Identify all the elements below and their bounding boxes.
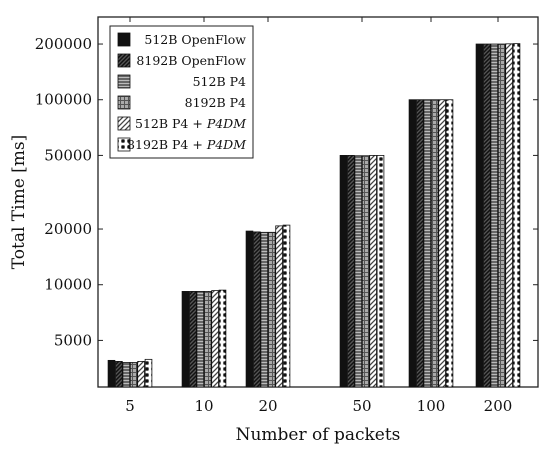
legend-swatch-6 xyxy=(117,137,131,152)
bar-100-series-2 xyxy=(416,99,424,388)
bar-200-series-6 xyxy=(512,43,521,388)
bar-20-series-1 xyxy=(245,230,254,388)
bar-100-series-4 xyxy=(430,99,439,388)
bar-5-series-2 xyxy=(115,361,123,388)
bar-20-series-2 xyxy=(253,231,261,388)
bar-50-series-6 xyxy=(376,155,385,388)
x-axis-label: Number of packets xyxy=(236,425,401,445)
bar-10-series-3 xyxy=(196,291,205,388)
bar-200-series-3 xyxy=(490,43,499,388)
legend-label-5: 512B P4 + P4DM xyxy=(135,116,247,131)
legend-swatch-4 xyxy=(117,95,131,110)
legend-label-4: 8192B P4 xyxy=(185,95,246,110)
x-tick-label: 100 xyxy=(417,397,446,415)
legend-label-3: 512B P4 xyxy=(193,74,246,89)
x-tick-label: 5 xyxy=(125,397,135,415)
legend-label-1: 512B OpenFlow xyxy=(144,32,246,47)
y-tick-label: 5000 xyxy=(54,331,92,349)
bar-100-series-5 xyxy=(438,99,446,388)
bar-100-series-6 xyxy=(445,99,454,388)
bar-200-series-2 xyxy=(483,43,491,388)
bar-5-series-3 xyxy=(122,362,131,388)
bar-20-series-5 xyxy=(275,225,283,388)
bar-5-series-4 xyxy=(129,362,138,388)
y-axis: 5000 10000 20000 50000 100000 200000 xyxy=(35,35,538,349)
x-tick-label: 10 xyxy=(194,397,213,415)
bar-5-series-5 xyxy=(137,361,145,388)
bar-200-series-1 xyxy=(475,43,484,388)
bar-10-series-5 xyxy=(211,290,219,388)
y-tick-label: 10000 xyxy=(44,276,92,294)
bar-20-series-4 xyxy=(267,231,276,388)
y-axis-label: Total Time [ms] xyxy=(9,135,29,270)
bar-200-series-4 xyxy=(497,43,506,388)
bar-10-series-4 xyxy=(203,291,212,388)
bar-10-series-2 xyxy=(189,291,197,388)
y-tick-label: 20000 xyxy=(44,220,92,238)
y-tick-label: 100000 xyxy=(35,91,92,109)
bar-100-series-3 xyxy=(423,99,432,388)
bars-layer xyxy=(107,43,521,388)
bar-50-series-2 xyxy=(347,155,355,388)
bar-10-series-6 xyxy=(218,289,227,388)
x-tick-label: 200 xyxy=(484,397,513,415)
bar-50-series-3 xyxy=(354,155,363,388)
legend-label-6: 8192B P4 + P4DM xyxy=(127,137,247,152)
x-axis: 5 10 20 50 100 200 xyxy=(125,17,512,415)
legend-label-2: 8192B OpenFlow xyxy=(136,53,246,68)
bar-50-series-5 xyxy=(369,155,377,388)
plot-frame xyxy=(97,16,539,388)
legend-swatch-2 xyxy=(117,53,131,68)
bar-10-series-1 xyxy=(181,291,190,388)
y-tick-label: 200000 xyxy=(35,35,92,53)
bar-50-series-4 xyxy=(361,155,370,388)
legend-swatch-1 xyxy=(117,32,131,47)
legend: 512B OpenFlow 8192B OpenFlow 512B P4 8192B … xyxy=(109,25,254,159)
bar-20-series-6 xyxy=(282,224,291,388)
y-tick-label: 50000 xyxy=(44,146,92,164)
legend-swatch-3 xyxy=(117,74,131,89)
bar-50-series-1 xyxy=(339,155,348,388)
bar-5-series-6 xyxy=(144,358,153,388)
legend-box xyxy=(109,25,254,159)
x-tick-label: 50 xyxy=(352,397,371,415)
bar-5-series-1 xyxy=(107,359,116,388)
x-tick-label: 20 xyxy=(258,397,277,415)
bar-100-series-1 xyxy=(408,99,417,388)
bar-20-series-3 xyxy=(260,231,269,388)
bar-200-series-5 xyxy=(505,43,513,388)
legend-swatch-5 xyxy=(117,116,131,131)
